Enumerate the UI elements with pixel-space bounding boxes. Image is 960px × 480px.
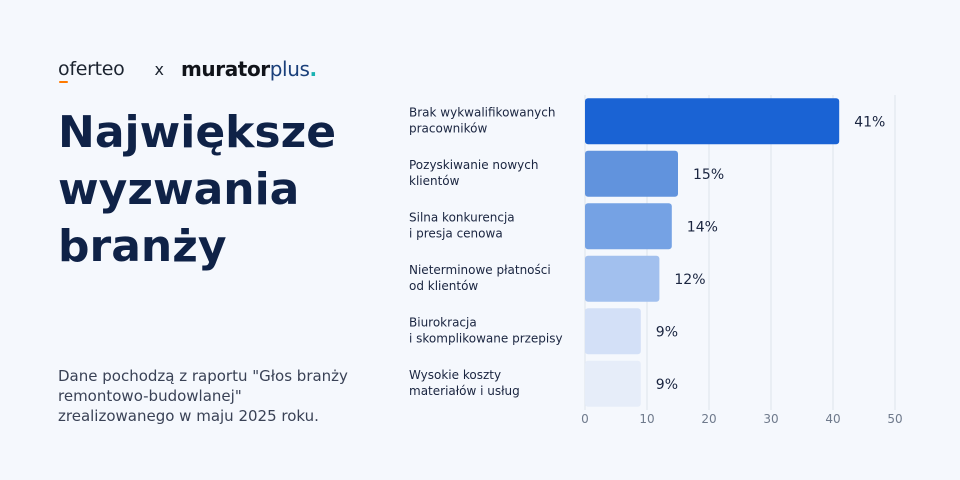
title-line: branży (58, 221, 227, 272)
bar-chart: 0 10 20 30 40 50 41% Brak wykwalifikowanych prac… (400, 90, 940, 440)
bar (585, 150, 678, 197)
data-label: 14% (687, 219, 718, 235)
x-tick-label: 10 (639, 412, 654, 426)
partner-logos: oferteo x muratorplus. (58, 55, 317, 83)
source-note-line: zrealizowanego w maju 2025 roku. (58, 407, 319, 425)
category-label: Silna konkurencja (409, 210, 515, 224)
data-label: 41% (854, 114, 885, 130)
source-note-line: remontowo-budowlanej" (58, 387, 242, 405)
category-label: i presja cenowa (409, 226, 503, 240)
category-label: klientów (409, 174, 460, 188)
category-label: Biurokracja (409, 315, 477, 329)
x-tick-label: 0 (581, 412, 589, 426)
category-label: Pozyskiwanie nowych (409, 158, 538, 172)
title-line: wyzwania (58, 164, 300, 215)
data-label: 9% (656, 324, 678, 340)
page-title: Największe wyzwania branży (58, 104, 358, 275)
source-note-line: Dane pochodzą z raportu "Głos branży (58, 367, 348, 385)
category-label: Nieterminowe płatności (409, 263, 551, 277)
muratorplus-logo: muratorplus. (180, 57, 317, 81)
source-note: Dane pochodzą z raportu "Głos branży rem… (58, 366, 358, 426)
bar (585, 203, 672, 250)
x-tick-label: 50 (887, 412, 902, 426)
category-label: Brak wykwalifikowanych (409, 105, 555, 119)
x-tick-label: 40 (825, 412, 840, 426)
bar (585, 98, 840, 145)
logo-separator: x (154, 59, 164, 79)
chart-svg: 0 10 20 30 40 50 41% Brak wykwalifikowanych prac… (409, 95, 903, 426)
bar (585, 308, 641, 355)
data-label: 15% (693, 167, 724, 183)
oferteo-logo: oferteo (58, 58, 125, 83)
title-line: Największe (58, 107, 337, 158)
x-tick-label: 30 (763, 412, 778, 426)
bar (585, 360, 641, 407)
data-label: 9% (656, 377, 678, 393)
category-label: i skomplikowane przepisy (409, 331, 563, 345)
category-label: pracowników (409, 121, 487, 135)
category-label: materiałów i usług (409, 384, 520, 398)
category-label: od klientów (409, 279, 478, 293)
category-label: Wysokie koszty (409, 368, 501, 382)
data-label: 12% (674, 272, 705, 288)
bar (585, 255, 660, 302)
x-tick-label: 20 (701, 412, 716, 426)
